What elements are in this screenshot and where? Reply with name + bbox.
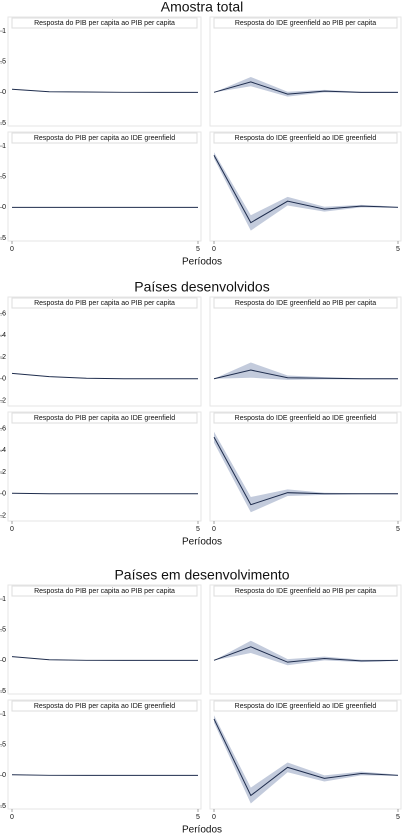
panel-bg [7, 296, 202, 407]
x-tick-label: 5 [196, 526, 200, 533]
x-tick-label: 0 [10, 814, 14, 821]
panel-header [213, 700, 398, 712]
response-line [213, 81, 398, 95]
x-axis-label: Períodos [182, 825, 222, 835]
group-title: Países em desenvolvimento [114, 567, 289, 583]
x-tick-label: 0 [10, 526, 14, 533]
y-tick-label: .6 [0, 425, 6, 432]
x-tick-label: 5 [396, 246, 400, 253]
y-tick-label: .6 [0, 310, 6, 317]
response-line [213, 718, 399, 797]
confidence-band [214, 362, 398, 380]
panel-title: Resposta do IDE greenfield ao IDE greenf… [235, 135, 377, 142]
y-tick-label: -.5 [0, 803, 6, 810]
y-tick-label: 0 [2, 89, 6, 96]
panel-header [213, 297, 398, 309]
response-line [213, 155, 399, 224]
y-tick-label: 1 [2, 596, 6, 603]
x-tick-label: 5 [196, 246, 200, 253]
panel-bg [209, 584, 402, 695]
response-line [213, 436, 398, 506]
x-tick-label: 0 [212, 526, 216, 533]
x-tick-label: 0 [212, 814, 216, 821]
x-tick-label: 5 [396, 814, 400, 821]
y-tick-label: .2 [0, 354, 6, 361]
response-line [11, 656, 198, 661]
panel-title: Resposta do PIB per capita ao PIB per ca… [34, 588, 175, 595]
x-tick-label: 5 [196, 814, 200, 821]
response-line [11, 492, 198, 495]
panel-bg [7, 699, 202, 810]
panel-header [11, 17, 198, 29]
x-tick-label: 0 [10, 246, 14, 253]
panel-header [11, 412, 198, 424]
x-axis-label: Períodos [182, 257, 222, 268]
panel-bg [209, 411, 402, 522]
panel-bg [209, 131, 402, 242]
panel-title: Resposta do IDE greenfield ao PIB per ca… [235, 588, 376, 595]
group-title: Amostra total [161, 0, 243, 15]
panel-bg [7, 16, 202, 127]
panel-bg [209, 699, 402, 810]
y-tick-label: 1 [2, 143, 6, 150]
panel-header [213, 585, 398, 597]
panel-header [11, 700, 198, 712]
y-tick-label: 0 [2, 657, 6, 664]
y-tick-label: -.2 [0, 397, 6, 404]
y-tick-label: .2 [0, 469, 6, 476]
panel-bg [209, 16, 402, 127]
y-tick-label: .5 [0, 59, 6, 66]
y-tick-label: -.2 [0, 512, 6, 519]
y-tick-label: 0 [2, 491, 6, 498]
panel-bg [209, 296, 402, 407]
panel-header [11, 297, 198, 309]
panel-title: Resposta do PIB per capita ao PIB per ca… [34, 300, 175, 307]
response-line [11, 372, 198, 380]
confidence-band [214, 640, 398, 666]
y-tick-label: .5 [0, 742, 6, 749]
panel-bg [7, 584, 202, 695]
y-tick-label: 1 [2, 28, 6, 35]
panel-title: Resposta do PIB per capita ao IDE greenf… [34, 703, 175, 710]
panel-header [213, 412, 398, 424]
y-tick-label: 1 [2, 711, 6, 718]
response-line [213, 369, 398, 380]
panel-title: Resposta do PIB per capita ao IDE greenf… [34, 415, 175, 422]
panel-bg [7, 411, 202, 522]
confidence-band [214, 715, 398, 804]
x-tick-label: 5 [396, 526, 400, 533]
y-tick-label: .5 [0, 627, 6, 634]
confidence-band [214, 152, 398, 231]
response-line [11, 88, 198, 93]
panel-header [213, 17, 398, 29]
panel-bg [7, 131, 202, 242]
y-tick-label: 0 [2, 204, 6, 211]
group-title: Países desenvolvidos [134, 279, 269, 295]
panel-header [213, 132, 398, 144]
y-tick-label: 0 [2, 376, 6, 383]
panel-title: Resposta do PIB per capita ao PIB per ca… [34, 20, 175, 27]
y-tick-label: -.5 [0, 688, 6, 695]
panel-title: Resposta do IDE greenfield ao PIB per ca… [235, 300, 376, 307]
y-tick-label: .4 [0, 447, 6, 454]
y-tick-label: .5 [0, 174, 6, 181]
panel-title: Resposta do IDE greenfield ao IDE greenf… [235, 415, 377, 422]
response-line [11, 774, 198, 776]
x-tick-label: 0 [212, 246, 216, 253]
response-line [213, 646, 399, 663]
panel-title: Resposta do IDE greenfield ao PIB per ca… [235, 20, 376, 27]
x-axis-label: Períodos [182, 537, 222, 548]
y-tick-label: 0 [2, 772, 6, 779]
y-tick-label: -.5 [0, 235, 6, 242]
panel-title: Resposta do PIB per capita ao IDE greenf… [34, 135, 175, 142]
panel-header [11, 585, 198, 597]
y-tick-label: -.5 [0, 120, 6, 127]
panel-header [11, 132, 198, 144]
panel-title: Resposta do IDE greenfield ao IDE greenf… [235, 703, 377, 710]
y-tick-label: .4 [0, 332, 6, 339]
